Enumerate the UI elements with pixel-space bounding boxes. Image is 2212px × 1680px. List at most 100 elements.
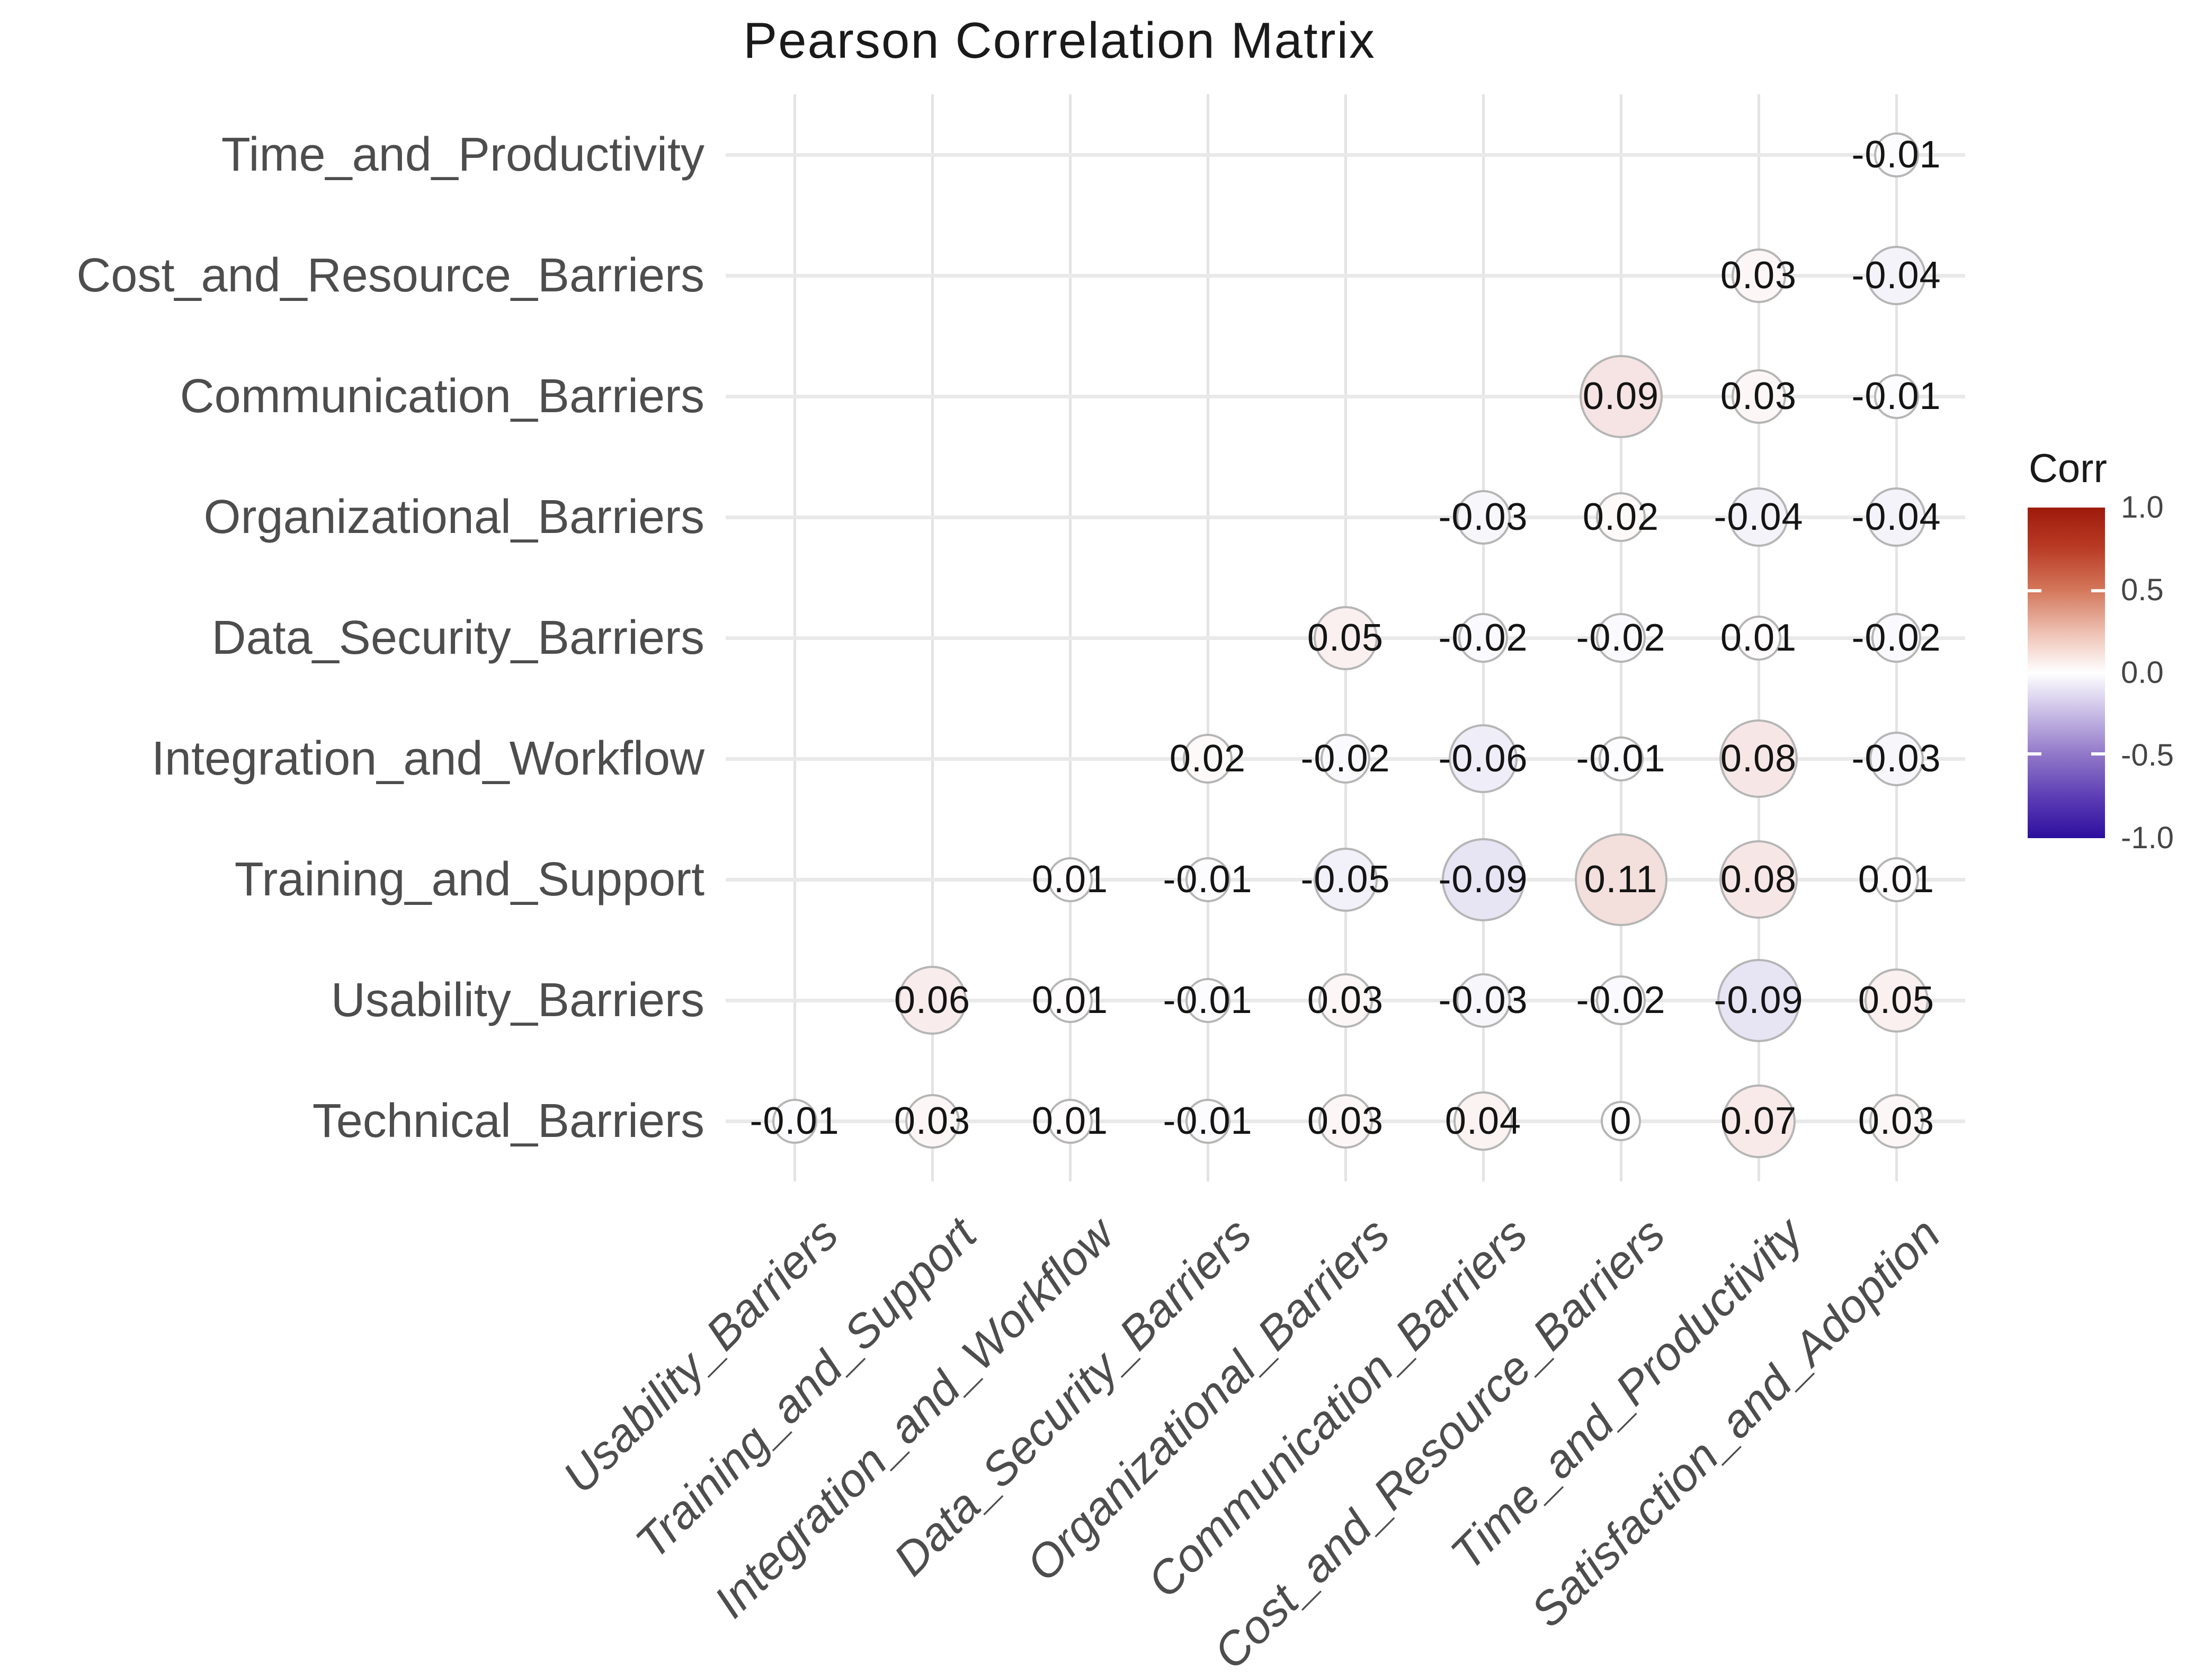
corr-value: 0.01 <box>1858 858 1935 901</box>
corr-value: -0.02 <box>1300 737 1390 780</box>
corr-value: 0.05 <box>1307 617 1384 659</box>
corr-value: 0.08 <box>1720 858 1797 901</box>
corr-bubble <box>1456 973 1511 1028</box>
corr-bubble <box>1313 606 1378 670</box>
corr-bubble <box>1185 977 1230 1023</box>
legend-bar-tick <box>2091 752 2105 755</box>
corr-value: 0.11 <box>1584 858 1658 901</box>
corr-bubble <box>1871 613 1921 663</box>
corr-bubble <box>1869 731 1924 786</box>
corr-bubble <box>1596 975 1646 1025</box>
corr-bubble <box>1456 490 1511 545</box>
y-axis-label: Time_and_Productivity <box>221 128 704 181</box>
corr-value: 0.03 <box>1307 1100 1384 1142</box>
corr-value: -0.03 <box>1851 737 1941 780</box>
legend-tick-label: -0.5 <box>2121 738 2174 772</box>
y-axis-label: Integration_and_Workflow <box>151 732 704 785</box>
legend: Corr 1.0 0.5 0.0 -0.5 -1.0 <box>2028 445 2212 922</box>
legend-bar-tick <box>2091 589 2105 592</box>
legend-colorbar <box>2028 508 2105 838</box>
corr-value: -0.01 <box>1576 737 1666 780</box>
corr-value: 0.06 <box>894 979 971 1021</box>
gridline-horizontal <box>726 274 1965 278</box>
corr-bubble <box>1047 1098 1093 1144</box>
chart-title: Pearson Correlation Matrix <box>743 12 1376 69</box>
corr-bubble <box>1736 615 1781 661</box>
corr-bubble <box>1183 734 1233 784</box>
corr-value: -0.03 <box>1438 979 1528 1021</box>
corr-value: 0.04 <box>1444 1100 1522 1142</box>
corr-bubble <box>1874 132 1919 177</box>
corr-value: -0.04 <box>1851 496 1941 538</box>
corr-value: -0.01 <box>1163 979 1253 1021</box>
corr-value: -0.02 <box>1576 617 1666 659</box>
corr-value: -0.01 <box>750 1100 840 1142</box>
y-axis-label: Cost_and_Resource_Barriers <box>76 249 704 302</box>
corr-value: -0.01 <box>1851 134 1941 176</box>
y-axis-label: Technical_Barriers <box>312 1095 704 1148</box>
corr-value: 0.01 <box>1031 979 1109 1021</box>
legend-tick-label: -1.0 <box>2121 821 2174 855</box>
legend-title: Corr <box>2029 446 2107 491</box>
corr-bubble <box>1596 492 1646 542</box>
corr-value: 0.01 <box>1720 617 1797 659</box>
corr-bubble <box>1601 1101 1641 1141</box>
corr-value: -0.01 <box>1163 1100 1253 1142</box>
corr-bubble <box>1449 724 1518 793</box>
corr-value: -0.03 <box>1438 496 1528 538</box>
corr-bubble <box>1185 1098 1230 1144</box>
corr-value: 0.08 <box>1720 737 1797 780</box>
corr-bubble <box>1874 374 1919 419</box>
gridline-horizontal <box>726 515 1965 519</box>
corr-value: 0.03 <box>1858 1100 1935 1142</box>
corr-value: -0.01 <box>1163 858 1253 901</box>
corr-value: -0.06 <box>1438 737 1528 780</box>
corr-bubble <box>1318 973 1373 1028</box>
y-axis-label: Organizational_Barriers <box>203 491 704 544</box>
corr-bubble <box>1731 248 1786 303</box>
corr-bubble <box>1719 840 1798 919</box>
corr-value: 0.03 <box>1307 979 1384 1021</box>
corr-bubble <box>1321 734 1370 784</box>
corr-bubble <box>905 1094 960 1149</box>
corr-value: 0.02 <box>1582 496 1660 538</box>
corr-bubble <box>1441 838 1525 921</box>
corr-bubble <box>1579 354 1663 438</box>
legend-bar-tick <box>2028 752 2041 755</box>
corr-bubble <box>1719 719 1798 798</box>
corr-bubble <box>1598 736 1644 781</box>
corr-bubble <box>1731 369 1786 424</box>
y-axis-label: Training_and_Support <box>234 853 704 906</box>
y-axis-label: Usability_Barriers <box>331 974 704 1027</box>
gridline-horizontal <box>726 153 1965 157</box>
corr-value: 0.03 <box>894 1100 971 1142</box>
corr-bubble <box>898 966 967 1035</box>
legend-bar-tick <box>2028 589 2041 592</box>
corr-value: 0.09 <box>1582 375 1660 417</box>
corr-value: -0.02 <box>1438 617 1528 659</box>
y-axis-label: Communication_Barriers <box>180 370 704 423</box>
corr-value: 0.02 <box>1169 737 1246 780</box>
corr-bubble <box>1867 487 1926 547</box>
corr-value: 0.01 <box>1031 1100 1109 1142</box>
corr-bubble <box>1047 857 1093 902</box>
corr-value: -0.09 <box>1438 858 1528 901</box>
corr-value: 0.07 <box>1720 1100 1797 1142</box>
corr-bubble <box>1717 958 1800 1042</box>
corr-bubble <box>1729 487 1788 547</box>
corr-bubble <box>1867 246 1926 305</box>
legend-tick-label: 0.0 <box>2121 655 2164 690</box>
corr-bubble <box>1874 857 1919 902</box>
corr-bubble <box>1453 1091 1513 1151</box>
corr-value: -0.05 <box>1300 858 1390 901</box>
corr-value: 0.03 <box>1720 254 1797 297</box>
corr-bubble <box>1864 968 1929 1033</box>
legend-tick-label: 1.0 <box>2121 490 2164 525</box>
corr-bubble <box>1596 613 1646 663</box>
corr-bubble <box>1458 613 1508 663</box>
corr-bubble <box>772 1098 817 1144</box>
corr-value: 0.01 <box>1031 858 1109 901</box>
corr-value: 0.03 <box>1720 375 1797 417</box>
corr-value: -0.02 <box>1851 617 1941 659</box>
